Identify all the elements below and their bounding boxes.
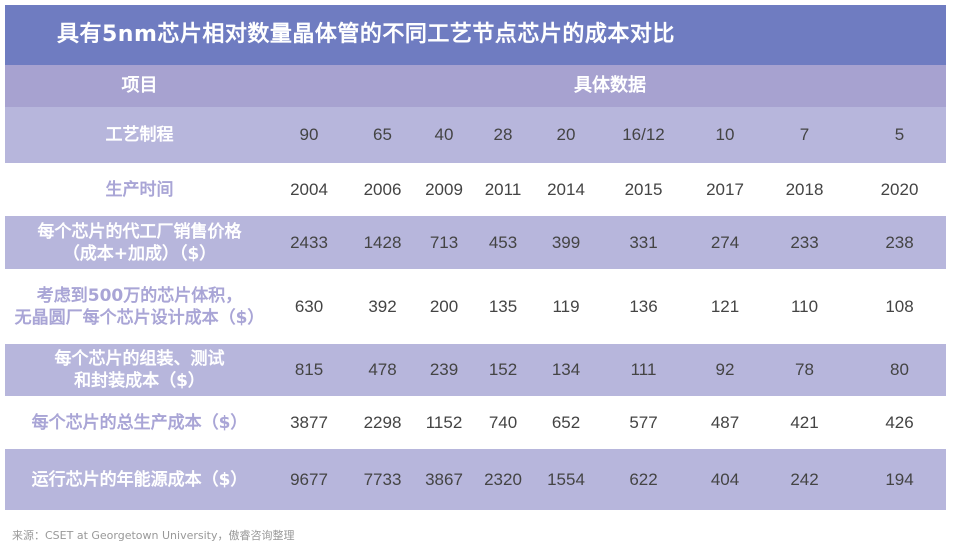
cell-value: 2004 (274, 163, 344, 216)
cell-value: 487 (694, 396, 756, 449)
cell-value: 2009 (421, 163, 467, 216)
header-item: 项目 (121, 75, 158, 96)
cell-value: 7 (756, 107, 853, 163)
cell-value: 274 (694, 216, 756, 269)
row-label-line: 生产时间 (105, 179, 174, 200)
cell-value: 135 (467, 269, 539, 344)
cell-value: 478 (344, 344, 421, 396)
row-label-line: 每个芯片的总生产成本（$） (31, 412, 248, 433)
table-row: 考虑到500万的芯片体积， 无晶圆厂每个芯片设计成本（$） 630 392 200 135… (5, 269, 946, 344)
table-row: 每个芯片的总生产成本（$） 3877 2298 1152 740 652 577 487 421… (5, 396, 946, 449)
table-row: 生产时间 2004 2006 2009 2011 2014 2015 2017 2018 2020 (5, 163, 946, 216)
cell-value: 16/12 (593, 107, 694, 163)
cell-value: 80 (853, 344, 946, 396)
cell-value: 5 (853, 107, 946, 163)
cell-value: 1554 (539, 449, 593, 510)
cell-value: 10 (694, 107, 756, 163)
cell-value: 121 (694, 269, 756, 344)
cell-value: 28 (467, 107, 539, 163)
cell-value: 152 (467, 344, 539, 396)
cell-value: 630 (274, 269, 344, 344)
cell-value: 740 (467, 396, 539, 449)
cell-value: 404 (694, 449, 756, 510)
row-label: 每个芯片的代工厂销售价格 （成本+加成）（$） (5, 216, 274, 269)
row-label-line: 每个芯片的组装、测试 (54, 349, 225, 369)
source-note: 来源：CSET at Georgetown University，傲睿咨询整理 (12, 529, 295, 542)
cell-value: 453 (467, 216, 539, 269)
cell-value: 2433 (274, 216, 344, 269)
cell-value: 119 (539, 269, 593, 344)
row-label-line: 工艺制程 (105, 125, 174, 145)
cell-value: 90 (274, 107, 344, 163)
header-row: 项目 具体数据 (5, 65, 946, 107)
cell-value: 2320 (467, 449, 539, 510)
cell-value: 7733 (344, 449, 421, 510)
cell-value: 2006 (344, 163, 421, 216)
row-label-line: 运行芯片的年能源成本（$） (31, 469, 248, 490)
cell-value: 421 (756, 396, 853, 449)
cell-value: 78 (756, 344, 853, 396)
cell-value: 238 (853, 216, 946, 269)
table-row: 每个芯片的组装、测试 和封装成本（$） 815 478 239 152 134 111 92 78… (5, 344, 946, 396)
cell-value: 2017 (694, 163, 756, 216)
cell-value: 242 (756, 449, 853, 510)
row-label-line: （成本+加成）（$） (62, 243, 217, 264)
cell-value: 392 (344, 269, 421, 344)
cell-value: 3867 (421, 449, 467, 510)
cell-value: 426 (853, 396, 946, 449)
cell-value: 2014 (539, 163, 593, 216)
cell-value: 110 (756, 269, 853, 344)
cell-value: 111 (593, 344, 694, 396)
cell-value: 815 (274, 344, 344, 396)
row-label: 每个芯片的总生产成本（$） (5, 396, 274, 449)
cell-value: 2020 (853, 163, 946, 216)
cell-value: 194 (853, 449, 946, 510)
cell-value: 1152 (421, 396, 467, 449)
row-label-line: 和封装成本（$） (74, 371, 205, 391)
table-row: 运行芯片的年能源成本（$） 9677 7733 3867 2320 1554 622 404 2… (5, 449, 946, 510)
data-table: 工艺制程 90 65 40 28 20 16/12 10 7 5 生产时间 2004 2006 2009 2… (5, 107, 946, 510)
header-data: 具体数据 (574, 75, 646, 96)
table-container: 具有5nm芯片相对数量晶体管的不同工艺节点芯片的成本对比 项目 具体数据 工艺制… (5, 5, 946, 510)
cell-value: 40 (421, 107, 467, 163)
row-label: 运行芯片的年能源成本（$） (5, 449, 274, 510)
row-label: 工艺制程 (5, 107, 274, 163)
cell-value: 2011 (467, 163, 539, 216)
table-row: 工艺制程 90 65 40 28 20 16/12 10 7 5 (5, 107, 946, 163)
row-label-line: 考虑到500万的芯片体积， (36, 285, 243, 306)
cell-value: 20 (539, 107, 593, 163)
table-title: 具有5nm芯片相对数量晶体管的不同工艺节点芯片的成本对比 (5, 5, 946, 65)
cell-value: 2298 (344, 396, 421, 449)
row-label: 每个芯片的组装、测试 和封装成本（$） (5, 344, 274, 396)
cell-value: 652 (539, 396, 593, 449)
cell-value: 92 (694, 344, 756, 396)
cell-value: 622 (593, 449, 694, 510)
cell-value: 577 (593, 396, 694, 449)
cell-value: 239 (421, 344, 467, 396)
cell-value: 65 (344, 107, 421, 163)
cell-value: 108 (853, 269, 946, 344)
cell-value: 2015 (593, 163, 694, 216)
cell-value: 331 (593, 216, 694, 269)
cell-value: 200 (421, 269, 467, 344)
cell-value: 399 (539, 216, 593, 269)
row-label: 考虑到500万的芯片体积， 无晶圆厂每个芯片设计成本（$） (5, 269, 274, 344)
cell-value: 9677 (274, 449, 344, 510)
cell-value: 233 (756, 216, 853, 269)
row-label-line: 每个芯片的代工厂销售价格 (37, 221, 242, 242)
row-label-line: 无晶圆厂每个芯片设计成本（$） (14, 307, 265, 328)
cell-value: 3877 (274, 396, 344, 449)
row-label: 生产时间 (5, 163, 274, 216)
cell-value: 134 (539, 344, 593, 396)
cell-value: 713 (421, 216, 467, 269)
table-row: 每个芯片的代工厂销售价格 （成本+加成）（$） 2433 1428 713 453 399 3… (5, 216, 946, 269)
cell-value: 2018 (756, 163, 853, 216)
cell-value: 1428 (344, 216, 421, 269)
cell-value: 136 (593, 269, 694, 344)
